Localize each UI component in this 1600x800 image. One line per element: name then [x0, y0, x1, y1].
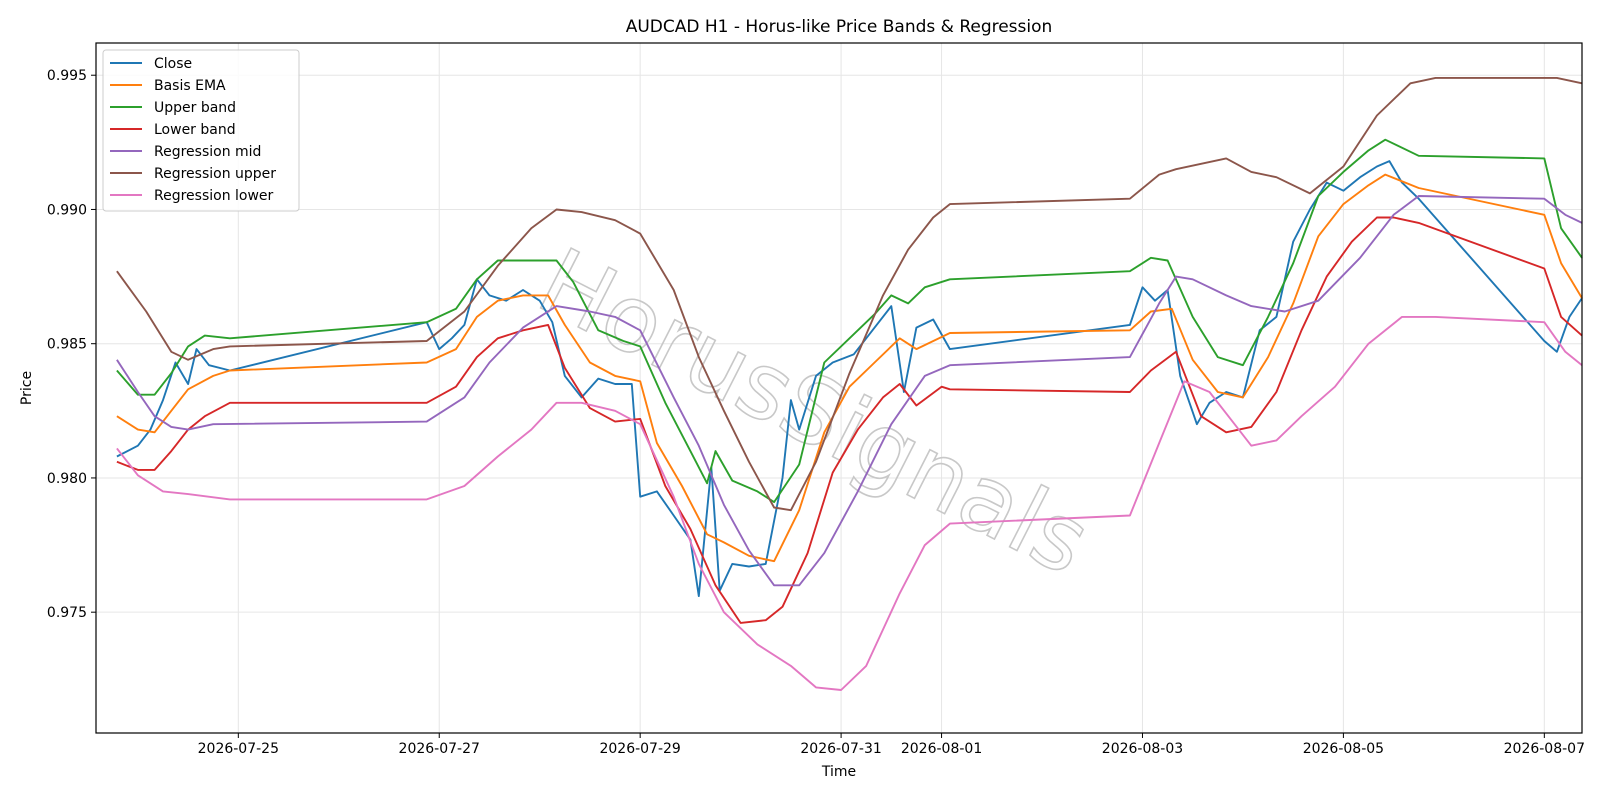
- series-line-regression-upper: [116, 76, 1583, 512]
- x-tick-label: 2026-08-07: [1504, 741, 1585, 757]
- x-tick-label: 2026-08-01: [901, 741, 982, 757]
- x-axis-ticks: 2026-07-25 2026-07-27 2026-07-29 2026-07-31…: [198, 733, 1585, 757]
- series-line-regression-lower: [116, 315, 1583, 691]
- series-line-lower-band: [116, 216, 1583, 624]
- legend-frame: [102, 49, 300, 212]
- series-line-upper-band: [116, 138, 1583, 504]
- x-tick-label: 2026-08-03: [1102, 741, 1183, 757]
- legend-label-close: Close: [154, 56, 192, 72]
- series-line-regression-mid: [116, 195, 1583, 587]
- legend-label-basis-ema: Basis EMA: [154, 78, 226, 94]
- series-line-close: [116, 160, 1583, 598]
- y-axis-label: Price: [19, 371, 35, 405]
- legend-label-upper-band: Upper band: [154, 100, 236, 116]
- x-tick-label: 2026-07-27: [399, 741, 480, 757]
- legend-label-regression-upper: Regression upper: [154, 166, 276, 182]
- x-tick-label: 2026-08-05: [1303, 741, 1384, 757]
- y-tick-label: 0.985: [47, 337, 87, 353]
- legend-label-lower-band: Lower band: [154, 122, 236, 138]
- legend-label-regression-lower: Regression lower: [154, 188, 274, 204]
- y-tick-label: 0.995: [47, 68, 87, 84]
- legend: Close Basis EMA Upper band Lower band Regres…: [102, 49, 300, 212]
- series-line-basis-ema: [116, 173, 1583, 563]
- plot-frame: [95, 42, 1583, 734]
- x-tick-label: 2026-07-29: [599, 741, 680, 757]
- legend-label-regression-mid: Regression mid: [154, 144, 261, 160]
- y-axis-ticks: 0.975 0.980 0.985 0.990 0.995: [47, 68, 96, 621]
- y-tick-label: 0.980: [47, 471, 87, 487]
- chart-title: AUDCAD H1 - Horus-like Price Bands & Reg…: [626, 17, 1053, 37]
- y-tick-label: 0.975: [47, 605, 87, 621]
- x-tick-label: 2026-07-31: [800, 741, 881, 757]
- y-tick-label: 0.990: [47, 202, 87, 218]
- x-tick-label: 2026-07-25: [198, 741, 279, 757]
- x-axis-label: Time: [821, 764, 856, 780]
- series-lines: [116, 76, 1583, 691]
